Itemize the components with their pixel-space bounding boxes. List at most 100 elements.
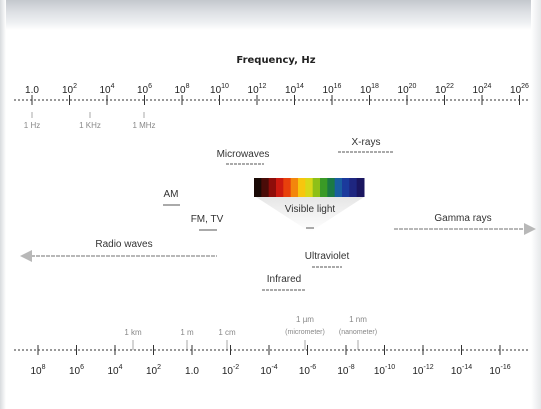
frequency-tick-exponent: 20 — [409, 83, 417, 90]
frequency-tick-marks — [31, 95, 520, 105]
frequency-axis: 1.0 102 104 106 108 1010 1012 1014 1016 1018 1020 1… — [14, 83, 530, 130]
wavelength-tick-base: 10 — [412, 366, 424, 377]
frequency-tick-exponent: 16 — [334, 83, 342, 90]
gamma-rays-arrow — [394, 223, 536, 235]
top-shadow-band — [0, 0, 541, 30]
label-gamma-rays: Gamma rays — [434, 213, 491, 224]
frequency-tick-label: 102 — [62, 83, 77, 96]
wavelength-tick-label: 10-14 — [451, 364, 472, 377]
unit-1khz: 1 KHz — [79, 121, 101, 130]
wavelength-tick-base: 10 — [107, 366, 119, 377]
frequency-tick-exponent: 24 — [484, 83, 492, 90]
frequency-tick-base: 10 — [398, 85, 410, 96]
frequency-tick-label: 1020 — [398, 83, 417, 96]
wavelength-tick-exponent: -2 — [233, 364, 239, 371]
wavelength-tick-exponent: -6 — [310, 364, 316, 371]
frequency-tick-exponent: 14 — [296, 83, 304, 90]
wavelength-tick-label: 10-16 — [489, 364, 510, 377]
visible-light-funnel — [256, 197, 364, 232]
wavelength-tick-exponent: -12 — [424, 364, 434, 371]
unit-1m: 1 m — [180, 328, 194, 337]
unit-1cm: 1 cm — [218, 328, 236, 337]
spectrum-color-band — [327, 178, 336, 197]
frequency-tick-base: 10 — [360, 85, 372, 96]
frequency-tick-exponent: 12 — [259, 83, 267, 90]
wavelength-tick-exponent: 2 — [157, 364, 161, 371]
frequency-tick-base: 10 — [435, 85, 447, 96]
unit-micrometer: (micrometer) — [285, 329, 325, 336]
spectrum-color-band — [276, 178, 284, 197]
wavelength-tick-base: 10 — [299, 366, 311, 377]
wavelength-tick-label: 1.0 — [185, 366, 199, 377]
wavelength-tick-marks — [37, 345, 501, 355]
frequency-tick-base: 10 — [99, 85, 111, 96]
wavelength-tick-label: 102 — [146, 364, 161, 377]
frequency-tick-label: 1022 — [435, 83, 454, 96]
unit-nanometer: (nanometer) — [339, 329, 377, 336]
unit-1hz: 1 Hz — [24, 121, 40, 130]
frequency-tick-base: 10 — [510, 85, 522, 96]
label-xrays: X-rays — [352, 137, 381, 148]
frequency-tick-label: 1016 — [323, 83, 342, 96]
wavelength-tick-labels: 108 106 104 102 1.0 10-2 10-4 10-6 10-8 10-10 10-1… — [30, 364, 510, 377]
frequency-tick-label: 1026 — [510, 83, 529, 96]
wavelength-tick-exponent: 6 — [80, 364, 84, 371]
frequency-tick-exponent: 2 — [73, 83, 77, 90]
frequency-tick-exponent: 26 — [521, 83, 529, 90]
frequency-tick-base: 10 — [62, 85, 74, 96]
right-shadow-band — [531, 0, 541, 409]
label-fm-tv: FM, TV — [191, 214, 224, 225]
unit-1um: 1 µm — [296, 315, 314, 324]
label-radio-waves: Radio waves — [95, 239, 152, 250]
frequency-tick-base: 10 — [323, 85, 335, 96]
unit-1mhz: 1 MHz — [132, 121, 155, 130]
spectrum-color-band — [298, 178, 306, 197]
wavelength-tick-label: 10-4 — [260, 364, 277, 377]
frequency-tick-base: 10 — [137, 85, 149, 96]
radio-waves-arrow — [20, 250, 217, 262]
wavelength-tick-base: 10 — [69, 366, 81, 377]
spectrum-color-band — [342, 178, 350, 197]
frequency-tick-base: 10 — [210, 85, 222, 96]
band-labels: Microwaves X-rays AM FM, TV Gamma rays R… — [20, 137, 536, 291]
frequency-tick-label: 1010 — [210, 83, 229, 96]
wavelength-tick-exponent: -4 — [271, 364, 277, 371]
spectrum-color-band — [312, 178, 321, 197]
wavelength-tick-label: 10-12 — [412, 364, 433, 377]
frequency-tick-exponent: 10 — [221, 83, 229, 90]
wavelength-tick-label: 10-10 — [374, 364, 395, 377]
frequency-tick-base: 1.0 — [25, 85, 39, 96]
wavelength-tick-exponent: -16 — [501, 364, 511, 371]
wavelength-tick-base: 10 — [337, 366, 349, 377]
wavelength-tick-label: 10-8 — [337, 364, 354, 377]
wavelength-tick-label: 108 — [30, 364, 45, 377]
frequency-tick-label: 1024 — [473, 83, 492, 96]
unit-1nm: 1 nm — [349, 315, 367, 324]
wavelength-tick-exponent: 4 — [119, 364, 123, 371]
wavelength-axis: 108 106 104 102 1.0 10-2 10-4 10-6 10-8 10-10 10-1… — [14, 345, 530, 377]
frequency-tick-exponent: 22 — [446, 83, 454, 90]
wavelength-tick-base: 10 — [146, 366, 158, 377]
visible-spectrum-bar — [254, 178, 365, 197]
frequency-tick-label: 1014 — [285, 83, 304, 96]
spectrum-color-band — [283, 178, 292, 197]
wavelength-tick-label: 104 — [107, 364, 122, 377]
visible-spectrum: Visible light — [254, 178, 365, 232]
frequency-tick-exponent: 6 — [148, 83, 152, 90]
spectrum-color-band — [254, 178, 262, 197]
spectrum-color-band — [349, 178, 358, 197]
label-ultraviolet: Ultraviolet — [305, 251, 350, 262]
wavelength-tick-label: 10-2 — [222, 364, 239, 377]
frequency-tick-label: 1018 — [360, 83, 379, 96]
frequency-tick-label: 104 — [99, 83, 114, 96]
label-am: AM — [164, 189, 179, 200]
wavelength-tick-base: 10 — [30, 366, 42, 377]
spectrum-color-band — [290, 178, 299, 197]
wavelength-tick-label: 106 — [69, 364, 84, 377]
wavelength-tick-base: 10 — [451, 366, 463, 377]
wavelength-tick-base: 10 — [260, 366, 272, 377]
frequency-tick-label: 1.0 — [25, 85, 39, 96]
label-visible-light: Visible light — [285, 204, 336, 215]
